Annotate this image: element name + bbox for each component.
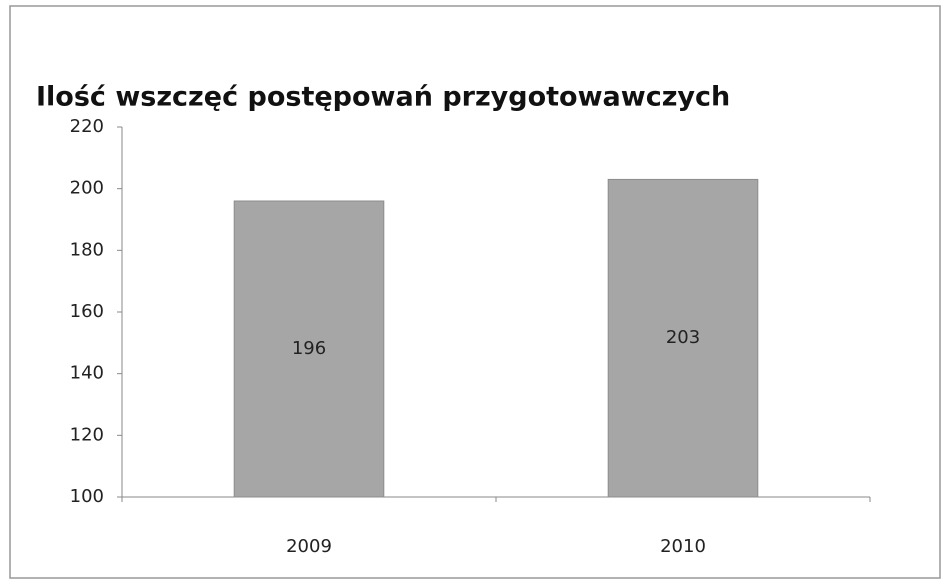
chart-border: [9, 5, 941, 579]
bar: [607, 178, 759, 498]
y-tick-label: 160: [70, 301, 104, 322]
y-tick-label: 140: [70, 363, 104, 384]
data-label: 196: [292, 338, 326, 359]
bar: [233, 200, 385, 498]
y-tick-label: 200: [70, 178, 104, 199]
y-tick-label: 120: [70, 424, 104, 445]
x-tick-label: 2010: [660, 536, 706, 557]
y-tick-label: 220: [70, 116, 104, 137]
y-tick-label: 180: [70, 239, 104, 260]
y-tick-label: 100: [70, 486, 104, 507]
chart-title: Ilość wszczęć postępowań przygotowawczyc…: [36, 82, 730, 113]
x-tick-label: 2009: [286, 536, 332, 557]
data-label: 203: [666, 327, 700, 348]
